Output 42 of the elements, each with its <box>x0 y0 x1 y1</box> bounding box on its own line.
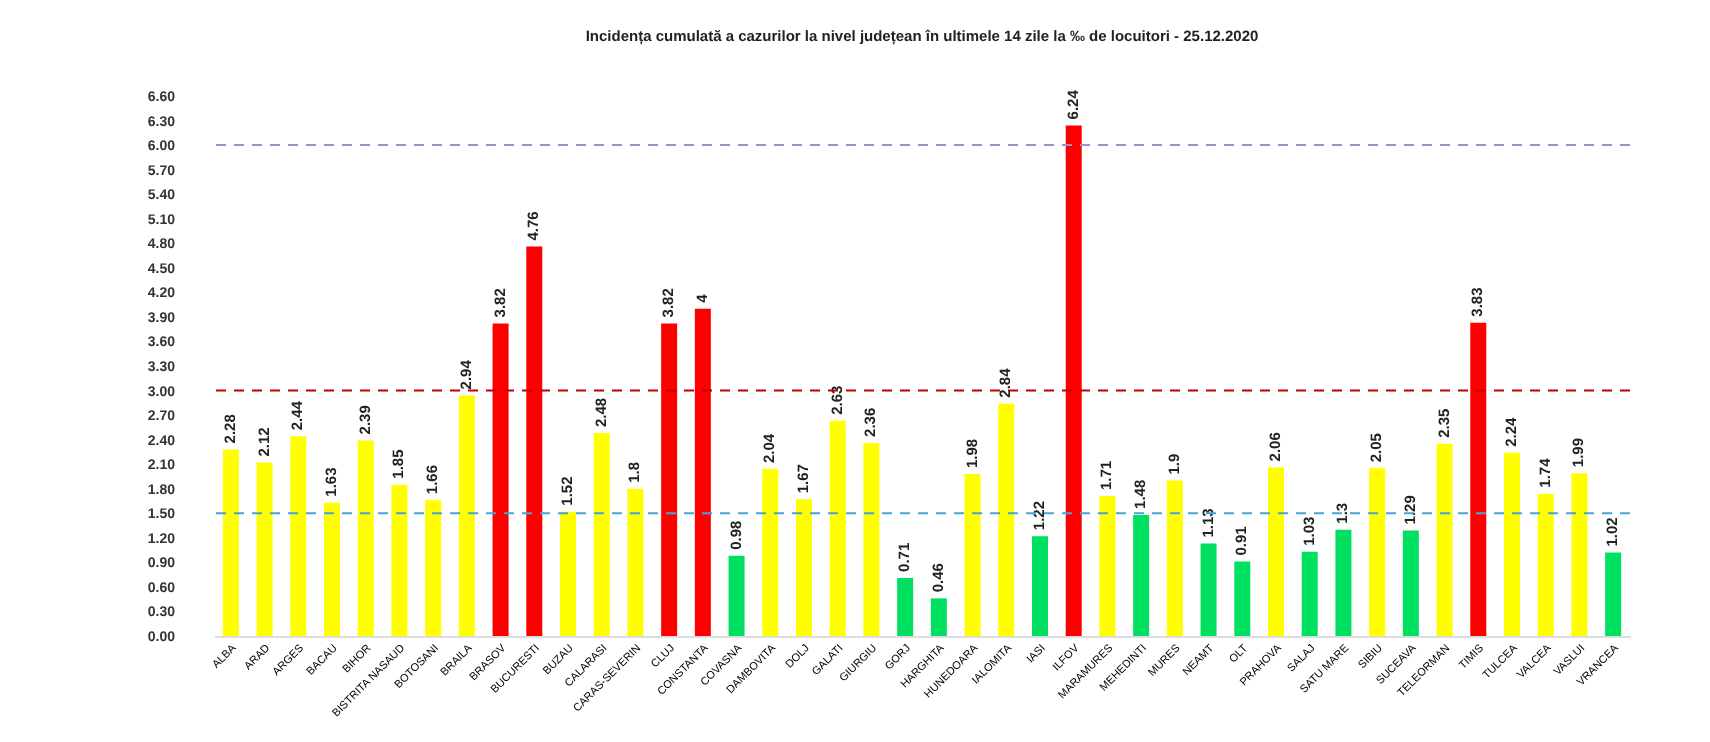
bar <box>661 323 678 636</box>
bar <box>222 449 239 636</box>
bar <box>998 403 1015 636</box>
bar <box>1234 561 1251 636</box>
bar <box>1537 493 1554 636</box>
bar <box>762 469 779 636</box>
bar <box>425 500 442 636</box>
bar <box>290 436 307 636</box>
bar <box>593 433 610 636</box>
bar <box>1504 452 1520 636</box>
bar <box>1436 443 1453 636</box>
bar <box>1369 468 1386 636</box>
bar <box>1335 529 1352 636</box>
bar <box>526 246 543 636</box>
bar <box>458 395 475 636</box>
bar <box>694 308 711 636</box>
bar <box>1166 480 1183 636</box>
bar <box>1268 467 1284 636</box>
bar <box>1032 536 1048 636</box>
bar <box>829 420 846 636</box>
bar <box>391 484 408 636</box>
bar <box>1200 543 1217 636</box>
bar <box>1470 322 1487 636</box>
bar <box>1065 125 1082 636</box>
bar <box>863 442 880 636</box>
bar <box>560 511 576 636</box>
bar <box>1301 551 1318 636</box>
bar <box>964 474 981 636</box>
bar <box>1402 530 1419 636</box>
bar <box>324 502 340 636</box>
bar <box>897 577 914 636</box>
bar <box>1099 496 1116 636</box>
bar <box>796 499 812 636</box>
bar <box>728 555 745 636</box>
bar <box>930 598 947 636</box>
bar <box>1605 552 1622 636</box>
bar <box>627 488 644 636</box>
bar <box>256 462 273 636</box>
bar <box>492 323 509 636</box>
bar <box>357 440 374 636</box>
bar <box>1133 514 1150 636</box>
bar <box>1571 473 1588 636</box>
